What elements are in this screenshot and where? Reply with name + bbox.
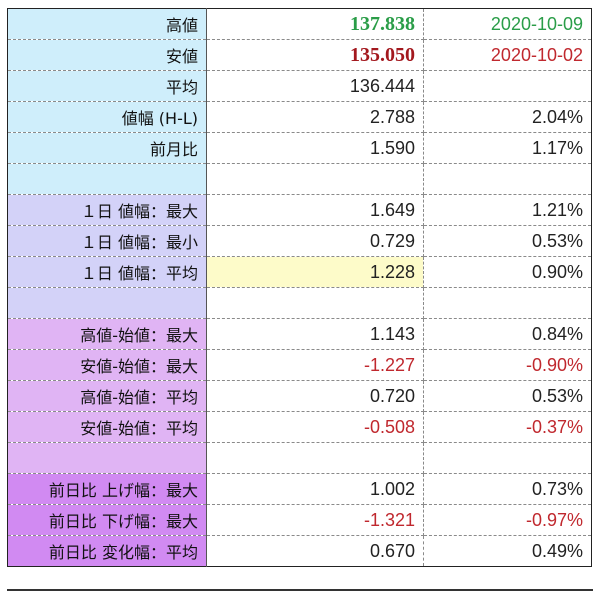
- row-label: １日 値幅：平均: [7, 256, 207, 288]
- average-value: 136.444: [206, 70, 424, 102]
- low-value: 135.050: [206, 39, 424, 71]
- daily-range-max-percent: 1.21%: [423, 194, 592, 226]
- table-row: 高値 137.838 2020-10-09: [7, 8, 592, 40]
- daily-range-avg: 1.228: [206, 256, 424, 288]
- high-value: 137.838: [206, 8, 424, 40]
- row-label: 高値-始値：最大: [7, 318, 207, 350]
- dod-change-avg: 0.670: [206, 535, 424, 567]
- high-date: 2020-10-09: [423, 8, 592, 40]
- dod-change-avg-percent: 0.49%: [531, 540, 583, 561]
- spacer-row: [7, 287, 592, 319]
- high-open-avg-percent: 0.53%: [423, 380, 592, 412]
- high-open-avg: 0.720: [206, 380, 424, 412]
- table-cell: [423, 70, 592, 102]
- row-label: 安値-始値：平均: [7, 411, 207, 443]
- monthly-stats-table: 高値 137.838 2020-10-09 安値 135.050 2020-10…: [7, 8, 592, 567]
- table-cell: [423, 442, 592, 474]
- row-label: 値幅 (H-L): [7, 101, 207, 133]
- table-row: 前日比 上げ幅：最大 1.002 0.73%: [7, 473, 592, 505]
- row-label: [7, 442, 207, 474]
- mom-percent: 1.17%: [423, 132, 592, 164]
- low-open-max: -1.227: [206, 349, 424, 381]
- table-cell: [423, 163, 592, 195]
- daily-range-min: 0.729: [206, 225, 424, 257]
- range-value: 2.788: [206, 101, 424, 133]
- daily-range-max: 1.649: [206, 194, 424, 226]
- mom-value: 1.590: [206, 132, 424, 164]
- row-label: 前日比 下げ幅：最大: [7, 504, 207, 536]
- spacer-row: [7, 163, 592, 195]
- table-row: 安値-始値：平均 -0.508 -0.37%: [7, 411, 592, 443]
- table-row: 前日比 下げ幅：最大 -1.321 -0.97%: [7, 504, 592, 536]
- table-row: １日 値幅：最大 1.649 1.21%: [7, 194, 592, 226]
- table-row: 安値-始値：最大 -1.227 -0.90%: [7, 349, 592, 381]
- table-cell: [206, 442, 424, 474]
- row-label: 安値-始値：最大: [7, 349, 207, 381]
- table-row: 値幅 (H-L) 2.788 2.04%: [7, 101, 592, 133]
- table-cell: [206, 287, 424, 319]
- daily-range-min-percent: 0.53%: [423, 225, 592, 257]
- table-bottom-rule: [7, 589, 593, 591]
- daily-range-avg-percent: 0.90%: [423, 256, 592, 288]
- row-label: 安値: [7, 39, 207, 71]
- low-open-avg: -0.508: [206, 411, 424, 443]
- dod-down-max-percent: -0.97%: [423, 504, 592, 536]
- dod-up-max-percent: 0.73%: [423, 473, 592, 505]
- high-open-max: 1.143: [206, 318, 424, 350]
- row-label: 前日比 変化幅：平均: [7, 535, 207, 567]
- low-open-avg-percent: -0.37%: [423, 411, 592, 443]
- table-cell: [206, 163, 424, 195]
- table-row: 前日比 変化幅：平均 0.670 0.49%: [7, 535, 592, 567]
- range-percent: 2.04%: [423, 101, 592, 133]
- row-label: 高値-始値：平均: [7, 380, 207, 412]
- table-row: 安値 135.050 2020-10-02: [7, 39, 592, 71]
- high-open-max-percent: 0.84%: [423, 318, 592, 350]
- low-date: 2020-10-02: [423, 39, 592, 71]
- row-label: １日 値幅：最大: [7, 194, 207, 226]
- table-row: 高値-始値：最大 1.143 0.84%: [7, 318, 592, 350]
- row-label: 高値: [7, 8, 207, 40]
- row-label: 前日比 上げ幅：最大: [7, 473, 207, 505]
- row-label: 前月比: [7, 132, 207, 164]
- row-label: １日 値幅：最小: [7, 225, 207, 257]
- row-label: [7, 287, 207, 319]
- dod-up-max: 1.002: [206, 473, 424, 505]
- low-open-max-percent: -0.90%: [423, 349, 592, 381]
- table-cell: [423, 287, 592, 319]
- table-row: １日 値幅：平均 1.228 0.90%: [7, 256, 592, 288]
- table-row: 前月比 1.590 1.17%: [7, 132, 592, 164]
- table-row: 平均 136.444: [7, 70, 592, 102]
- table-row: 高値-始値：平均 0.720 0.53%: [7, 380, 592, 412]
- row-label: [7, 163, 207, 195]
- row-label: 平均: [7, 70, 207, 102]
- dod-down-max: -1.321: [206, 504, 424, 536]
- table-row: １日 値幅：最小 0.729 0.53%: [7, 225, 592, 257]
- spacer-row: [7, 442, 592, 474]
